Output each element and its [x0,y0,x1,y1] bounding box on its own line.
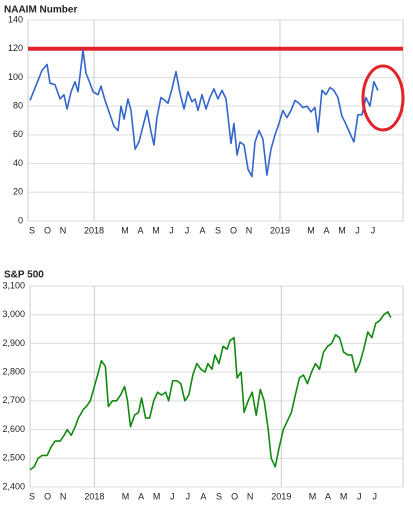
x-tick-label: 2019 [271,491,291,501]
x-tick-label: M [340,491,348,501]
x-tick-label: S [216,491,222,501]
x-tick-label: S [215,225,221,235]
y-tick-label: 2,700 [2,395,25,405]
x-tick-label: O [44,225,51,235]
x-tick-label: O [231,491,238,501]
x-tick-label: 2018 [84,225,104,235]
y-tick-label: 2,600 [2,424,25,434]
y-tick-label: 2,500 [2,453,25,463]
x-tick-label: J [185,225,190,235]
x-tick-label: 2018 [84,491,104,501]
x-tick-label: J [371,225,376,235]
y-tick-label: 3,000 [2,309,25,319]
plot-area [29,285,404,488]
highlight-circle [361,64,405,132]
x-tick-label: A [323,225,329,235]
x-tick-label: A [200,491,206,501]
y-tick-label: 140 [8,14,23,24]
x-tick-label: S [29,491,35,501]
x-tick-label: N [60,225,67,235]
x-tick-label: M [122,491,130,501]
y-tick-label: 20 [13,187,23,197]
x-tick-label: O [230,225,237,235]
x-tick-label: N [246,225,253,235]
data-line [29,49,379,178]
x-tick-label: M [338,225,346,235]
y-tick-label: 2,400 [2,481,25,491]
y-tick-label: 40 [13,158,23,168]
x-tick-label: A [138,491,144,501]
y-tick-label: 2,800 [2,367,25,377]
x-tick-label: J [357,491,362,501]
x-tick-label: A [199,225,205,235]
data-line [29,311,392,471]
x-tick-label: M [152,225,160,235]
x-tick-label: J [373,491,378,501]
y-tick-label: 100 [8,72,23,82]
x-tick-label: M [309,491,317,501]
x-tick-label: J [186,491,191,501]
x-tick-label: N [247,491,254,501]
y-tick-label: 60 [13,129,23,139]
x-tick-label: J [170,491,175,501]
y-tick-label: 0 [18,215,23,225]
x-tick-label: M [153,491,161,501]
y-tick-label: 80 [13,101,23,111]
x-tick-label: M [121,225,129,235]
x-tick-label: M [307,225,315,235]
y-tick-label: 2,900 [2,338,25,348]
x-tick-label: N [60,491,67,501]
x-tick-label: O [44,491,51,501]
x-tick-label: J [355,225,360,235]
y-tick-label: 120 [8,43,23,53]
x-tick-label: A [325,491,331,501]
chart-title: S&P 500 [4,270,44,281]
x-tick-label: 2019 [270,225,290,235]
y-tick-label: 3,100 [2,280,25,290]
chart-title: NAAIM Number [4,5,77,16]
x-tick-label: S [29,225,35,235]
x-tick-label: A [137,225,143,235]
x-tick-label: J [169,225,174,235]
